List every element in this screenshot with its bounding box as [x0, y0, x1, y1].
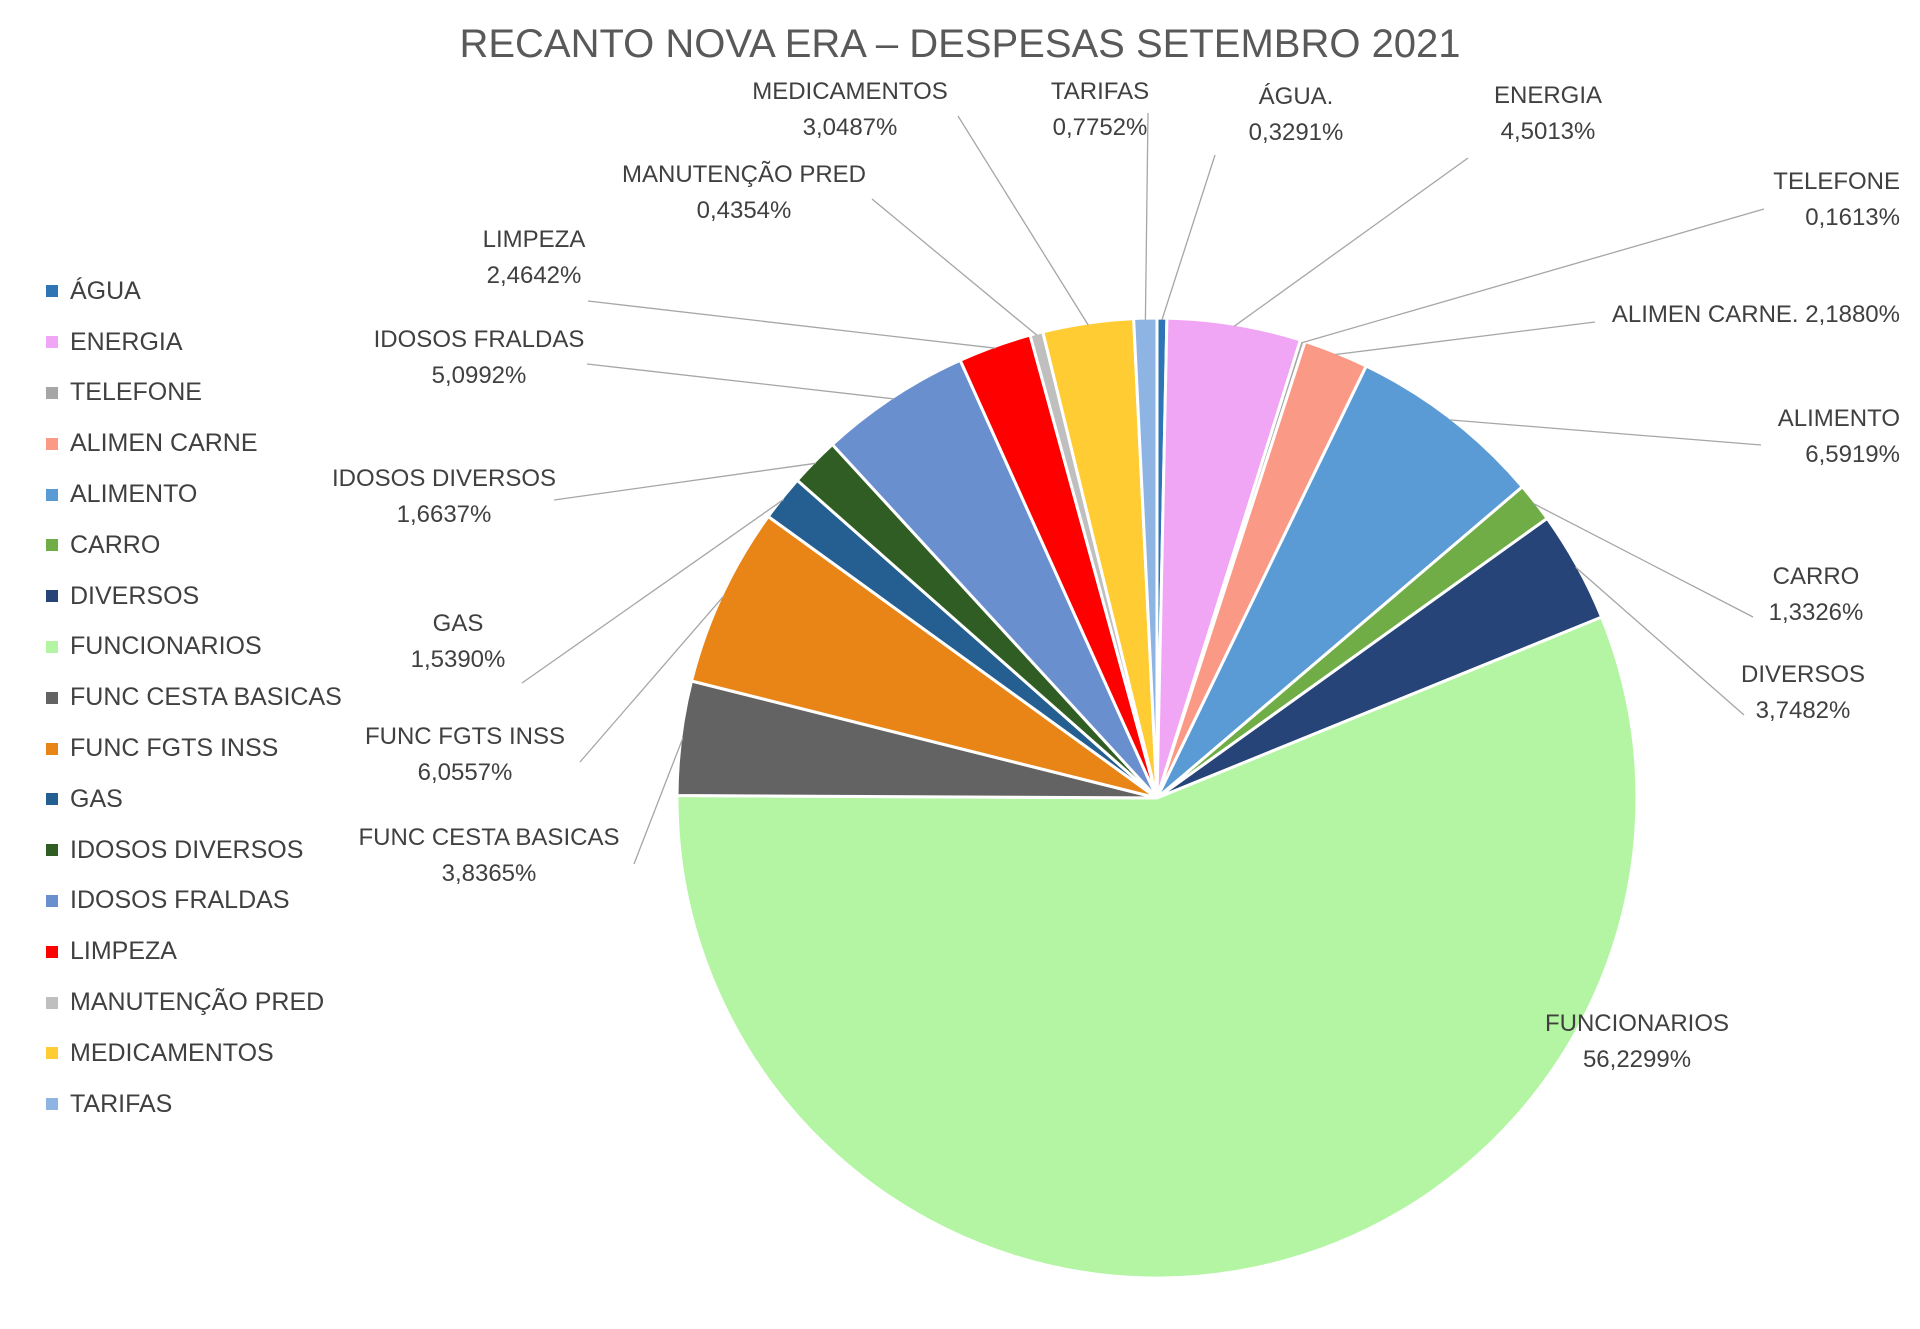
data-label-limpeza: LIMPEZA 2,4642%: [483, 226, 586, 289]
data-label-func-fgts-inss: FUNC FGTS INSS 6,0557%: [365, 723, 565, 786]
legend-label: GAS: [70, 784, 123, 813]
data-label-alimen-carne: ALIMEN CARNE. 2,1880%: [1612, 301, 1900, 328]
legend-item-manutencao-pred: MANUTENÇÃO PRED: [46, 977, 342, 1028]
leader-line-idosos-fraldas: [586, 363, 895, 400]
pie-slice-funcionarios: [675, 615, 1639, 1280]
leader-line-carro: [1533, 503, 1754, 618]
legend-label: FUNC FGTS INSS: [70, 734, 279, 763]
legend-label: FUNCIONARIOS: [70, 632, 262, 661]
legend-swatch: [46, 691, 58, 704]
legend-item-gas: GAS: [46, 774, 342, 825]
leader-line-limpeza: [587, 300, 996, 349]
legend-swatch: [46, 488, 58, 501]
leader-line-manutencao-pred: [871, 198, 1038, 336]
data-label-carro: CARRO 1,3326%: [1769, 563, 1864, 626]
legend-swatch: [46, 742, 58, 755]
legend-item-diversos: DIVERSOS: [46, 571, 342, 622]
legend-label: FUNC CESTA BASICAS: [70, 683, 342, 712]
legend-swatch: [46, 640, 58, 653]
legend-label: ÁGUA: [70, 276, 141, 305]
leader-line-func-cesta-basicas: [633, 737, 684, 865]
data-label-telefone: TELEFONE 0,1613%: [1773, 168, 1900, 231]
legend-item-func-cesta-basicas: FUNC CESTA BASICAS: [46, 672, 342, 723]
legend-item-tarifas: TARIFAS: [46, 1079, 342, 1130]
data-label-tarifas: TARIFAS 0,7752%: [1051, 78, 1149, 141]
legend-item-alimento: ALIMENTO: [46, 469, 342, 520]
legend-item-func-fgts-inss: FUNC FGTS INSS: [46, 723, 342, 774]
data-label-idosos-fraldas: IDOSOS FRALDAS 5,0992%: [374, 326, 585, 389]
legend-swatch: [46, 793, 58, 806]
leader-line-diversos: [1575, 566, 1745, 716]
legend-label: LIMPEZA: [70, 937, 177, 966]
legend-item-alimen-carne: ALIMEN CARNE: [46, 418, 342, 469]
legend-label: DIVERSOS: [70, 581, 200, 610]
leader-line-idosos-diversos: [553, 462, 816, 501]
leader-line-func-fgts-inss: [579, 595, 725, 763]
leader-line-alimen-carne: [1335, 321, 1596, 356]
legend-item-agua: ÁGUA: [46, 266, 342, 317]
legend-label: TARIFAS: [70, 1089, 173, 1118]
legend-label: TELEFONE: [70, 378, 202, 407]
pie-slice-alimento: [1155, 364, 1525, 800]
legend-label: IDOSOS FRALDAS: [70, 886, 290, 915]
legend-swatch: [46, 590, 58, 603]
data-label-agua: ÁGUA. 0,3291%: [1249, 83, 1344, 146]
leader-line-agua: [1161, 154, 1216, 321]
legend-swatch: [46, 1047, 58, 1060]
legend-label: IDOSOS DIVERSOS: [70, 835, 304, 864]
legend-swatch: [46, 945, 58, 958]
legend-label: ALIMEN CARNE: [70, 429, 258, 458]
pie-slice-idosos-fraldas: [830, 358, 1159, 800]
legend-swatch: [46, 539, 58, 552]
legend-item-funcionarios: FUNCIONARIOS: [46, 622, 342, 673]
data-label-gas: GAS 1,5390%: [411, 610, 506, 673]
data-label-energia: ENERGIA 4,5013%: [1494, 82, 1602, 145]
legend-swatch: [46, 996, 58, 1009]
leader-line-energia: [1233, 157, 1469, 327]
legend-label: ENERGIA: [70, 327, 183, 356]
legend-label: ALIMENTO: [70, 480, 198, 509]
leader-line-tarifas: [1144, 112, 1149, 321]
leader-line-gas: [521, 498, 785, 684]
legend-item-medicamentos: MEDICAMENTOS: [46, 1028, 342, 1079]
legend-swatch: [46, 437, 58, 450]
leader-line-telefone: [1302, 208, 1765, 344]
legend-item-limpeza: LIMPEZA: [46, 926, 342, 977]
data-label-idosos-diversos: IDOSOS DIVERSOS 1,6637%: [332, 465, 556, 528]
legend-item-energia: ENERGIA: [46, 317, 342, 368]
legend-swatch: [46, 894, 58, 907]
legend-swatch: [46, 336, 58, 349]
pie-slice-func-fgts-inss: [689, 514, 1158, 800]
legend: ÁGUA ENERGIA TELEFONE ALIMEN CARNE ALIMENTO C…: [46, 266, 342, 1130]
legend-label: MEDICAMENTOS: [70, 1038, 274, 1067]
legend-item-telefone: TELEFONE: [46, 368, 342, 419]
data-label-alimento: ALIMENTO 6,5919%: [1778, 405, 1900, 468]
legend-item-idosos-fraldas: IDOSOS FRALDAS: [46, 876, 342, 927]
data-label-diversos: DIVERSOS 3,7482%: [1741, 661, 1865, 724]
legend-swatch: [46, 1098, 58, 1111]
leader-line-medicamentos: [957, 115, 1089, 326]
legend-swatch: [46, 844, 58, 857]
legend-swatch: [46, 285, 58, 298]
legend-label: MANUTENÇÃO PRED: [70, 988, 325, 1017]
legend-label: CARRO: [70, 530, 161, 559]
data-label-manutencao-pred: MANUTENÇÃO PRED 0,4354%: [622, 161, 866, 224]
data-label-funcionarios: FUNCIONARIOS 56,2299%: [1545, 1010, 1729, 1073]
data-label-func-cesta-basicas: FUNC CESTA BASICAS 3,8365%: [359, 824, 620, 887]
leader-line-alimento: [1449, 419, 1762, 446]
legend-swatch: [46, 386, 58, 399]
legend-item-carro: CARRO: [46, 520, 342, 571]
data-label-medicamentos: MEDICAMENTOS 3,0487%: [752, 78, 948, 141]
chart-title: RECANTO NOVA ERA – DESPESAS SETEMBRO 202…: [459, 22, 1461, 66]
legend-item-idosos-diversos: IDOSOS DIVERSOS: [46, 825, 342, 876]
